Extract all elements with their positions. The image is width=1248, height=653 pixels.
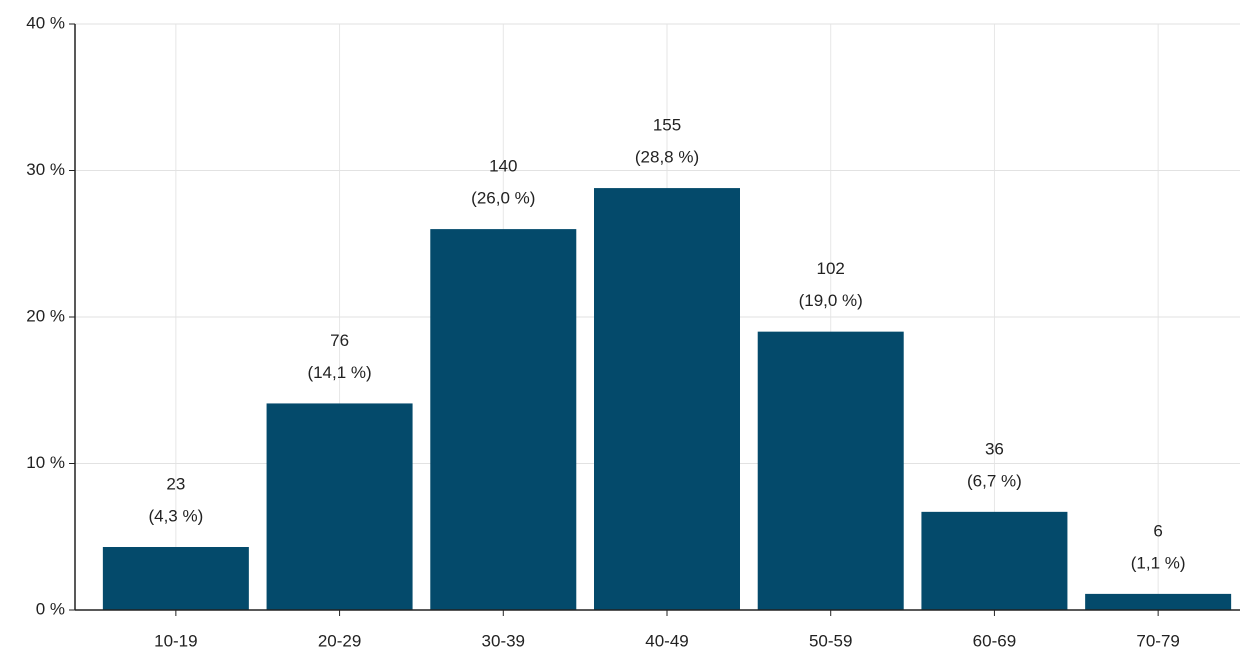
count-label: 23 <box>166 474 185 493</box>
value-label: (19,0 %) <box>799 291 863 310</box>
value-label: (6,7 %) <box>967 471 1022 490</box>
bar <box>757 331 904 610</box>
bar <box>921 511 1068 610</box>
x-tick-label: 10-19 <box>154 631 197 650</box>
count-label: 6 <box>1153 521 1162 540</box>
x-tick-label: 50-59 <box>809 631 852 650</box>
value-label: (26,0 %) <box>471 189 535 208</box>
y-tick-label: 0 % <box>36 599 65 618</box>
count-label: 140 <box>489 157 517 176</box>
x-tick-label: 30-39 <box>482 631 525 650</box>
x-tick-label: 20-29 <box>318 631 361 650</box>
x-tick-label: 70-79 <box>1136 631 1179 650</box>
bar <box>1085 593 1232 610</box>
y-tick-label: 30 % <box>26 160 65 179</box>
count-label: 102 <box>817 259 845 278</box>
x-tick-label: 40-49 <box>645 631 688 650</box>
x-tick-label: 60-69 <box>973 631 1016 650</box>
y-tick-label: 10 % <box>26 453 65 472</box>
count-label: 76 <box>330 331 349 350</box>
y-tick-label: 40 % <box>26 13 65 32</box>
value-label: (1,1 %) <box>1131 553 1186 572</box>
value-label: (28,8 %) <box>635 148 699 167</box>
value-label: (4,3 %) <box>148 506 203 525</box>
count-label: 155 <box>653 116 681 135</box>
bar <box>430 229 577 610</box>
count-label: 36 <box>985 439 1004 458</box>
value-label: (14,1 %) <box>307 363 371 382</box>
bar <box>594 188 740 610</box>
y-tick-label: 20 % <box>26 306 65 325</box>
bar <box>266 403 413 610</box>
bar <box>102 547 249 610</box>
